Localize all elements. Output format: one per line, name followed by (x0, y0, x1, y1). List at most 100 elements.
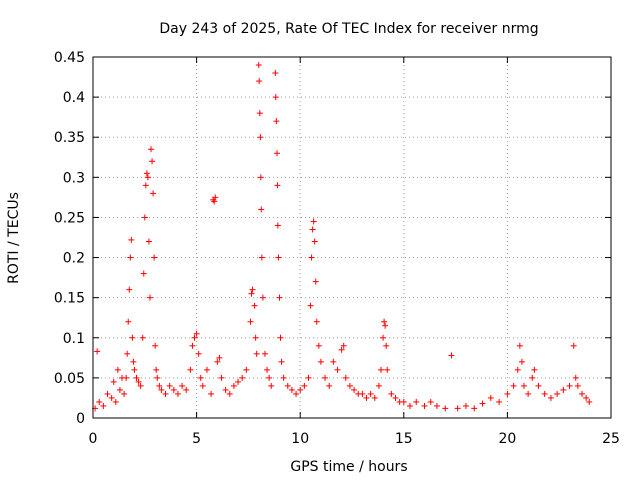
data-point (330, 358, 337, 365)
x-tick-label: 15 (395, 431, 413, 447)
data-point (258, 254, 265, 261)
data-point (448, 352, 455, 359)
data-point (317, 358, 324, 365)
data-point (305, 374, 312, 381)
data-point (275, 254, 282, 261)
data-point (273, 150, 280, 157)
y-tick-label: 0.35 (54, 130, 85, 146)
data-point (462, 402, 469, 409)
data-point (274, 222, 281, 229)
axis-ticks: 0 0.05 0.1 0.15 0.2 0.25 0.3 0.35 0.4 0.45 0 5 10 15 2… (54, 50, 620, 447)
data-point (375, 382, 382, 389)
data-point (151, 254, 158, 261)
data-point (273, 118, 280, 125)
data-point (284, 382, 291, 389)
data-point (170, 386, 177, 393)
data-point (149, 158, 156, 165)
data-point (218, 374, 225, 381)
data-point (313, 318, 320, 325)
data-point (371, 394, 378, 401)
data-point (158, 386, 165, 393)
data-point (162, 390, 169, 397)
y-axis-label: ROTI / TECUs (6, 192, 22, 284)
data-point (137, 382, 144, 389)
data-point (226, 390, 233, 397)
data-point (554, 390, 561, 397)
data-point (338, 346, 345, 353)
data-point (256, 78, 263, 85)
data-point (518, 358, 525, 365)
data-point (342, 374, 349, 381)
data-point (152, 342, 159, 349)
data-point (340, 342, 347, 349)
data-point (433, 402, 440, 409)
data-point (153, 366, 160, 373)
data-point (125, 318, 132, 325)
data-point (104, 390, 111, 397)
data-point (268, 382, 275, 389)
data-point (367, 390, 374, 397)
data-point (199, 382, 206, 389)
data-point (520, 382, 527, 389)
data-point (301, 382, 308, 389)
data-point (288, 386, 295, 393)
x-tick-label: 10 (291, 431, 309, 447)
data-point (255, 62, 262, 69)
data-point (140, 270, 147, 277)
data-point (310, 218, 317, 225)
data-point (547, 394, 554, 401)
data-point (258, 206, 265, 213)
y-tick-label: 0.25 (54, 210, 85, 226)
data-point (211, 198, 218, 205)
data-point (383, 342, 390, 349)
data-point (309, 226, 316, 233)
data-point (586, 398, 593, 405)
data-point (293, 390, 300, 397)
data-point (378, 366, 385, 373)
data-point (230, 382, 237, 389)
data-point (272, 70, 279, 77)
data-point (574, 382, 581, 389)
data-point (114, 366, 121, 373)
data-point (100, 402, 107, 409)
data-point (454, 405, 461, 412)
y-tick-label: 0.4 (63, 90, 85, 106)
data-point (514, 366, 521, 373)
data-point (566, 382, 573, 389)
y-tick-label: 0.15 (54, 291, 85, 307)
data-point (578, 390, 585, 397)
data-point (112, 398, 119, 405)
data-point (381, 318, 388, 325)
data-point (471, 405, 478, 412)
data-point (276, 294, 283, 301)
data-point (266, 374, 273, 381)
y-tick-label: 0 (76, 411, 85, 427)
x-tick-label: 0 (89, 431, 98, 447)
y-tick-label: 0.1 (63, 331, 85, 347)
data-point (280, 374, 287, 381)
data-point (179, 382, 186, 389)
data-point (407, 402, 414, 409)
data-point (174, 390, 181, 397)
data-point (583, 394, 590, 401)
data-point (351, 386, 358, 393)
y-tick-label: 0.45 (54, 50, 85, 66)
data-point (400, 398, 407, 405)
data-point (193, 330, 200, 337)
data-point (212, 194, 219, 201)
data-point (96, 398, 103, 405)
data-point (94, 348, 101, 355)
data-point (146, 294, 153, 301)
data-point (264, 366, 271, 373)
data-point (130, 358, 137, 365)
data-point (388, 390, 395, 397)
data-point (126, 286, 133, 293)
data-point (144, 174, 151, 181)
data-point (479, 400, 486, 407)
data-point (129, 334, 136, 341)
data-point (108, 394, 115, 401)
data-point (346, 382, 353, 389)
data-point (307, 302, 314, 309)
data-point (251, 302, 258, 309)
data-point (110, 378, 117, 385)
